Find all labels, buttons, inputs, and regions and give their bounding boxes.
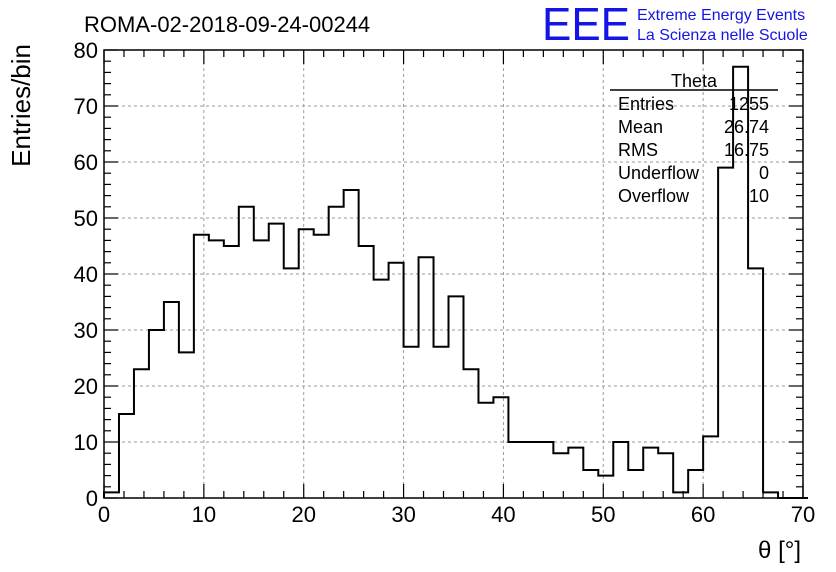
stats-label: Entries — [618, 94, 674, 114]
stats-label: Mean — [618, 117, 663, 137]
y-tick-labels: 0 10 20 30 40 50 60 70 80 — [74, 38, 98, 511]
logo-line-1: Extreme Energy Events — [637, 7, 805, 24]
logo-mark: EEE — [542, 0, 630, 50]
logo-line-2: La Scienza nelle Scuole — [637, 27, 808, 44]
y-tick-label: 40 — [74, 262, 98, 287]
grid — [104, 50, 803, 498]
y-tick-label: 50 — [74, 206, 98, 231]
stats-title: Theta — [671, 71, 718, 91]
y-tick-label: 80 — [74, 38, 98, 63]
x-tick-labels: 0 10 20 30 40 50 60 70 — [98, 502, 815, 527]
x-tick-label: 0 — [98, 502, 110, 527]
x-tick-label: 40 — [491, 502, 515, 527]
y-tick-label: 70 — [74, 94, 98, 119]
stats-value: 1255 — [729, 94, 769, 114]
eee-logo: EEE Extreme Energy Events La Scienza nel… — [542, 0, 808, 50]
y-axis-label: Entries/bin — [6, 44, 36, 167]
x-tick-label: 60 — [691, 502, 715, 527]
stats-value: 0 — [759, 163, 769, 183]
x-tick-label: 70 — [791, 502, 815, 527]
stats-label: Underflow — [618, 163, 700, 183]
y-tick-label: 20 — [74, 374, 98, 399]
axes — [103, 49, 804, 499]
x-tick-label: 30 — [391, 502, 415, 527]
x-tick-label: 50 — [591, 502, 615, 527]
y-tick-label: 60 — [74, 150, 98, 175]
y-tick-label: 0 — [86, 486, 98, 511]
histogram-line — [103, 65, 808, 499]
y-tick-label: 30 — [74, 318, 98, 343]
run-title: ROMA-02-2018-09-24-00244 — [84, 12, 370, 37]
stats-rows: Entries 1255 Mean 26.74 RMS 16.75 Underflow 0 Ov… — [618, 94, 769, 206]
stats-value: 16.75 — [724, 140, 769, 160]
x-axis-label: θ [°] — [758, 537, 801, 564]
stats-value: 10 — [749, 186, 769, 206]
y-tick-label: 10 — [74, 430, 98, 455]
x-tick-label: 10 — [192, 502, 216, 527]
stats-label: RMS — [618, 140, 658, 160]
stats-box: Theta Entries 1255 Mean 26.74 RMS 16.75 Underf… — [610, 71, 778, 206]
stats-value: 26.74 — [724, 117, 769, 137]
x-tick-label: 20 — [291, 502, 315, 527]
stats-label: Overflow — [618, 186, 690, 206]
